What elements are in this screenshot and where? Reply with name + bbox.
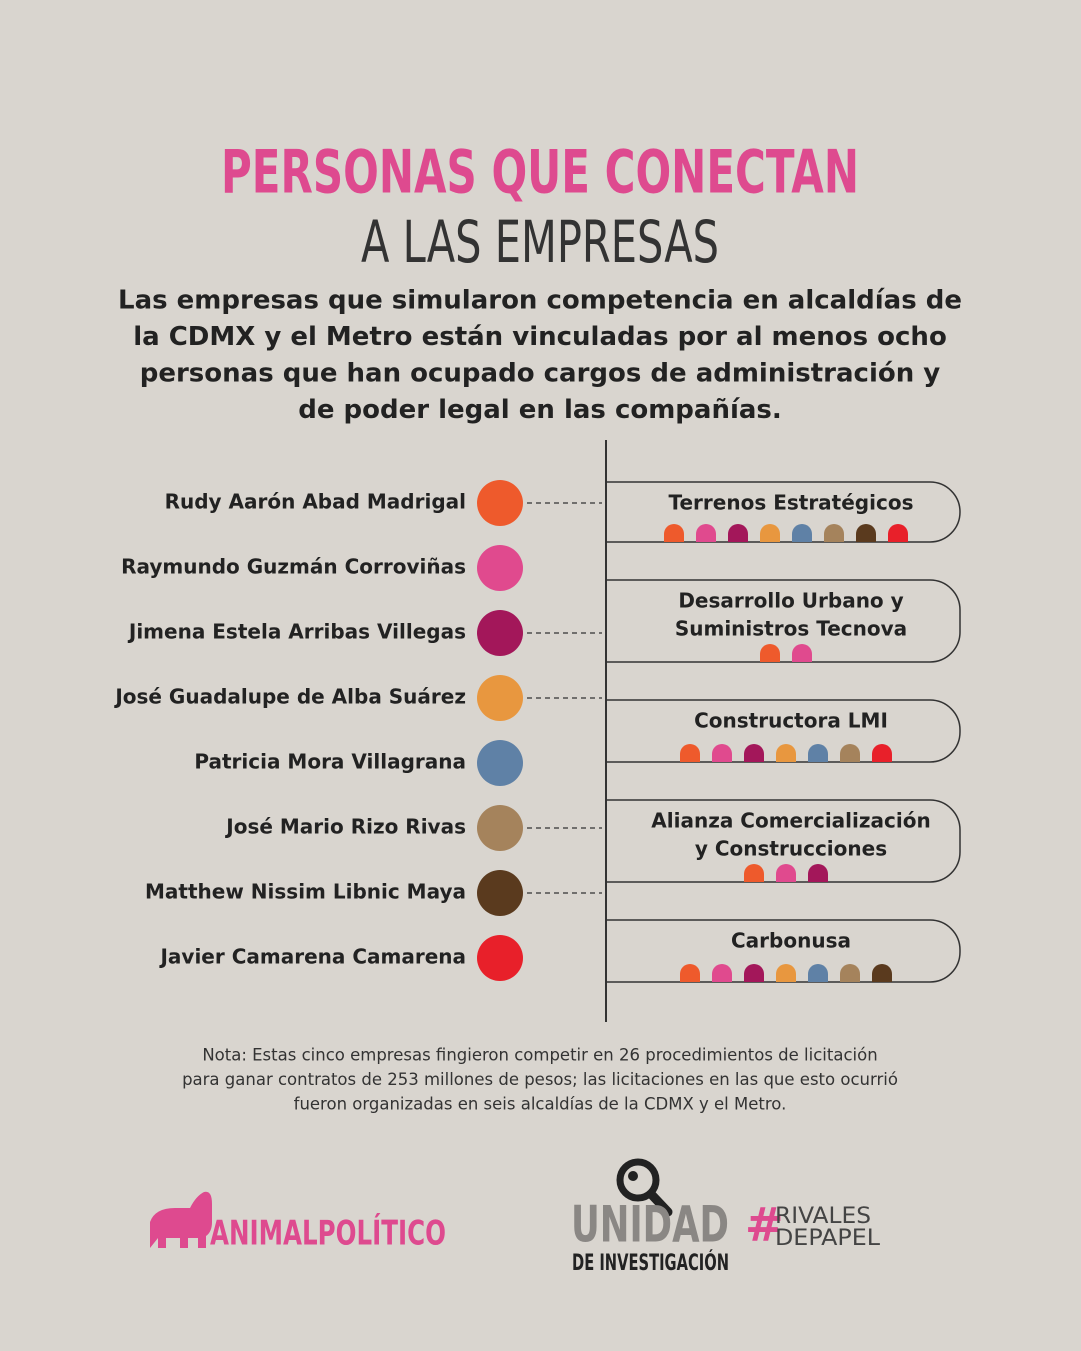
title: PERSONAS QUE CONECTAN [221,138,859,208]
member-dot [776,864,796,882]
unit-big: UNIDAD [571,1196,729,1254]
note-line: para ganar contratos de 253 millones de … [182,1070,898,1089]
intro-line: personas que han ocupado cargos de admin… [140,359,941,389]
company-box [606,481,961,543]
company-name: Desarrollo Urbano y [678,589,903,613]
person-name: Jimena Estela Arribas Villegas [127,620,466,644]
company-name: Alianza Comercialización [651,809,930,833]
member-dot [760,524,780,542]
member-dot [744,864,764,882]
magnifier [616,1158,673,1217]
person-name: Matthew Nissim Libnic Maya [145,880,466,904]
person-name: Javier Camarena Camarena [158,945,466,969]
person-dot [477,740,523,786]
member-dot [760,644,780,662]
lens-dot [628,1171,638,1181]
person-dot [477,675,523,721]
company-name: y Construcciones [695,837,887,861]
member-dot [680,744,700,762]
handle [646,1189,673,1217]
person-name: Raymundo Guzmán Corroviñas [121,555,466,579]
brand: ANIMALPOLÍTICO [210,1213,446,1254]
member-dot [888,524,908,542]
subtitle: A LAS EMPRESAS [361,208,719,276]
person-dot [477,480,523,526]
member-dot [792,524,812,542]
member-dot [840,964,860,982]
member-dot [808,964,828,982]
intro-line: la CDMX y el Metro están vinculadas por … [133,322,947,352]
company-name: Terrenos Estratégicos [669,491,914,515]
person-name: Rudy Aarón Abad Madrigal [165,490,466,514]
member-dot [808,864,828,882]
person-dot [477,545,523,591]
elephant-logo [150,1191,212,1248]
member-dot [712,964,732,982]
note-line: fueron organizadas en seis alcaldías de … [294,1095,787,1114]
company-name: Suministros Tecnova [675,617,907,641]
person-name: Patricia Mora Villagrana [194,750,466,774]
tag-line: RIVALES [775,1204,871,1229]
member-dot [680,964,700,982]
person-dot [477,935,523,981]
member-dot [840,744,860,762]
company-box [606,579,961,663]
member-dot [744,744,764,762]
member-dot [808,744,828,762]
member-dot [824,524,844,542]
member-dot [664,524,684,542]
intro-line: de poder legal en las compañías. [298,395,782,425]
member-dot [872,744,892,762]
intro-line: Las empresas que simularon competencia e… [118,286,962,316]
company-box [606,699,961,763]
lens [616,1158,660,1202]
company-name: Constructora LMI [694,709,888,733]
member-dot [712,744,732,762]
member-dot [696,524,716,542]
company-box [606,799,961,883]
person-dot [477,870,523,916]
person-dot [477,610,523,656]
member-dot [744,964,764,982]
tag-line: DEPAPEL [775,1226,881,1251]
hash: # [745,1198,784,1252]
connectors [527,502,602,894]
person-dot [477,805,523,851]
person-name: José Guadalupe de Alba Suárez [113,685,466,709]
member-dot [856,524,876,542]
member-dot [728,524,748,542]
note-line: Nota: Estas cinco empresas fingieron com… [202,1046,877,1065]
member-dot [776,964,796,982]
company-box [606,919,961,983]
elephant [150,1191,212,1248]
person-name: José Mario Rizo Rivas [224,815,466,839]
member-dot [792,644,812,662]
company-name: Carbonusa [731,929,851,953]
member-dot [872,964,892,982]
unit-small: DE INVESTIGACIÓN [572,1250,729,1276]
member-dot [776,744,796,762]
